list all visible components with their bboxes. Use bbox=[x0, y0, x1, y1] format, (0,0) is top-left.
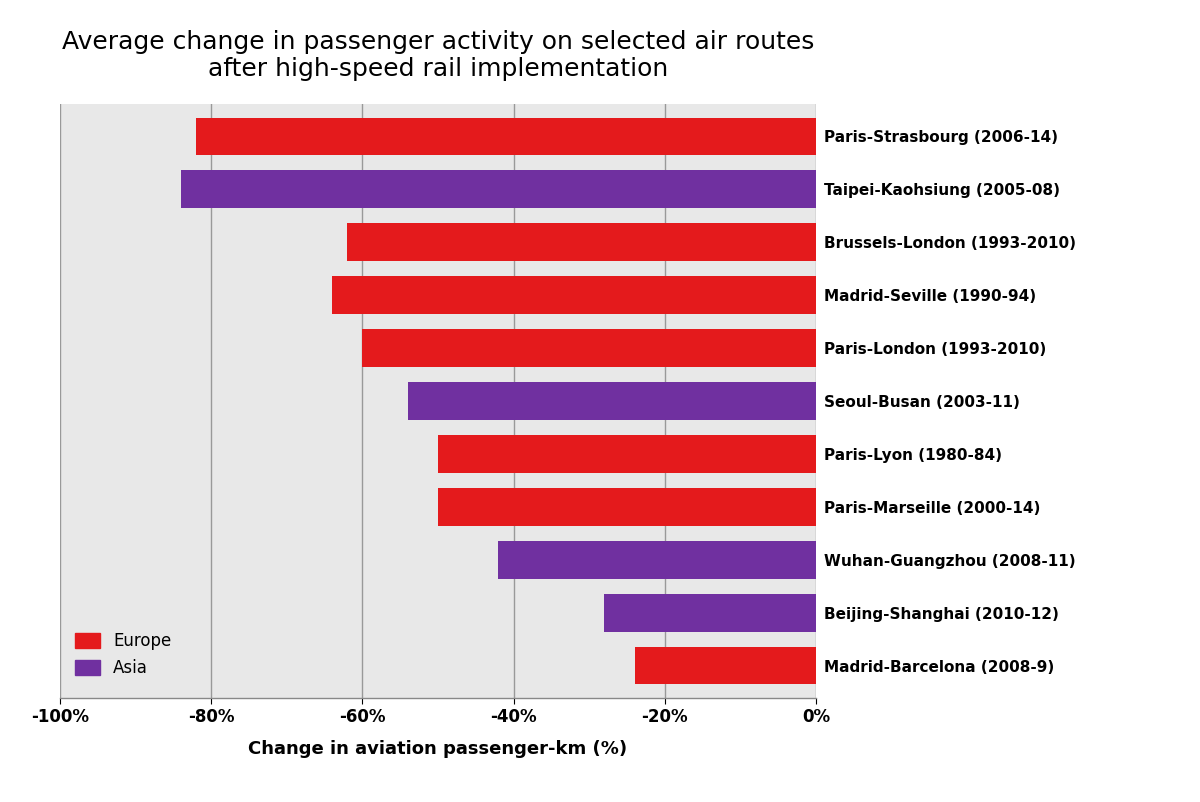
Legend: Europe, Asia: Europe, Asia bbox=[68, 626, 179, 683]
Bar bbox=[438, 488, 816, 525]
Title: Average change in passenger activity on selected air routes
after high-speed rai: Average change in passenger activity on … bbox=[62, 30, 814, 82]
Bar bbox=[332, 277, 816, 314]
Bar bbox=[438, 435, 816, 472]
Bar bbox=[605, 594, 816, 631]
Bar bbox=[635, 647, 816, 684]
Bar bbox=[408, 383, 816, 419]
Bar bbox=[196, 118, 816, 155]
Bar bbox=[181, 171, 816, 208]
Bar bbox=[498, 541, 816, 578]
Bar bbox=[362, 330, 816, 367]
Bar bbox=[347, 224, 816, 261]
X-axis label: Change in aviation passenger-km (%): Change in aviation passenger-km (%) bbox=[248, 740, 628, 758]
